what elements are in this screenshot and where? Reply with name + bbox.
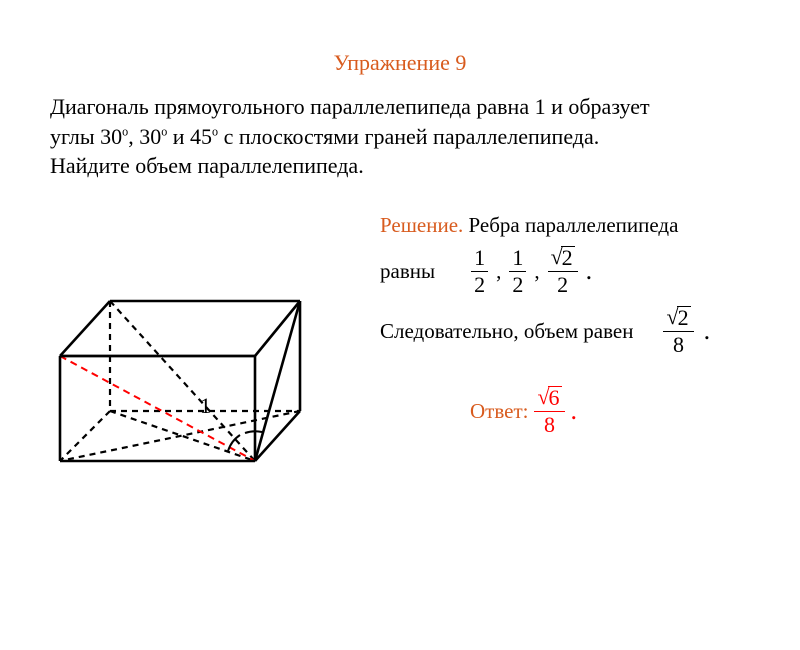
problem-statement: Диагональ прямоугольного параллелепипеда… [0,92,800,181]
volume-num: 2 [677,306,691,329]
problem-angle3: 45 [190,124,212,149]
solution-block: Решение. Ребра параллелепипеда равны 1 2… [380,211,800,486]
answer-num: 6 [548,386,562,409]
answer-den: 8 [541,412,558,436]
edge3-den: 2 [554,272,571,296]
problem-line1a: Диагональ прямоугольного параллелепипеда… [50,94,650,119]
volume-den: 8 [670,332,687,356]
figure-wrap: 1 [40,211,380,486]
lower-region: 1 Решение. Ребра параллелепипеда равны 1… [0,211,800,486]
solution-line3: Следовательно, объем равен √2 8 . [380,306,770,356]
solution-line2: равны 1 2 , 1 2 , √2 2 . [380,246,770,296]
problem-line2: Найдите объем параллелепипеда. [50,153,364,178]
edge-frac-3: √2 2 [548,246,578,296]
problem-angle2: 30 [139,124,161,149]
figure-label-1: 1 [200,393,211,418]
volume-sqrt: √2 [666,306,690,329]
solution-line1: Решение. Ребра параллелепипеда [380,211,770,240]
edge1-den: 2 [471,272,488,296]
edge1-num: 1 [471,247,488,272]
problem-angle1: 30 [100,124,122,149]
answer-sqrt: √6 [537,386,561,409]
solution-text3: Следовательно, объем равен [380,317,633,346]
answer-line: Ответ: √6 8 . [470,386,770,436]
answer-frac: √6 8 [534,386,564,436]
volume-frac: √2 8 [663,306,693,356]
edge3-sqrt: √2 [551,246,575,269]
problem-mid1: , [128,124,139,149]
problem-mid2: и [167,124,190,149]
edge-frac-2: 1 2 [509,247,526,296]
solution-text2-prefix: равны [380,257,435,286]
sep2: , [534,257,539,286]
edge3-num: 2 [561,246,575,269]
solution-label: Решение. [380,213,463,237]
edge-frac-1: 1 2 [471,247,488,296]
problem-line1b-prefix: углы [50,124,100,149]
problem-line1b-suffix: с плоскостями граней параллелепипеда. [218,124,599,149]
edge2-num: 1 [509,247,526,272]
edge2-den: 2 [509,272,526,296]
answer-label: Ответ: [470,397,528,426]
solution-text1: Ребра параллелепипеда [463,213,678,237]
sep1: , [496,257,501,286]
parallelepiped-figure: 1 [40,211,360,481]
exercise-title: Упражнение 9 [0,50,800,76]
